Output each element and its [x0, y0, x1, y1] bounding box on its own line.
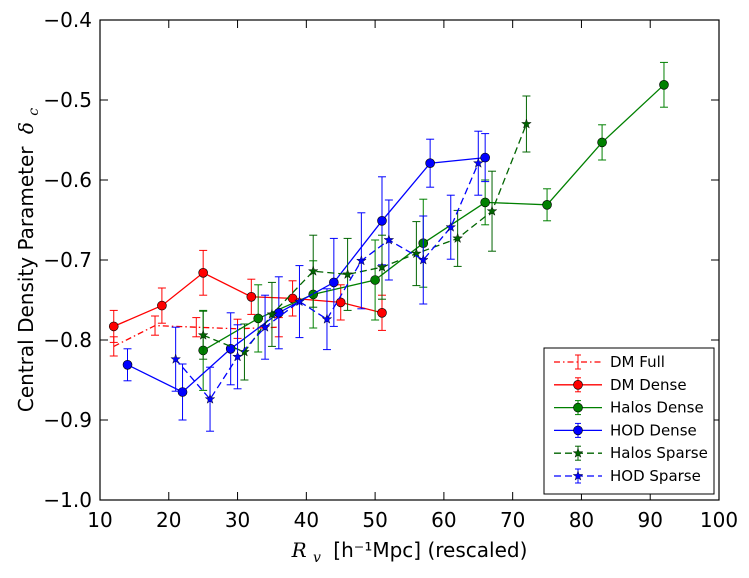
- series-hod-dense: [122, 133, 490, 421]
- x-axis-label-symbol: R: [291, 538, 307, 562]
- x-tick-label: 50: [362, 508, 387, 532]
- x-tick-label: 30: [225, 508, 250, 532]
- y-tick-label: −0.9: [43, 408, 92, 432]
- x-tick-label: 40: [294, 508, 319, 532]
- data-point: [445, 221, 457, 232]
- x-tick-label: 90: [637, 508, 662, 532]
- series-layer: [108, 61, 669, 432]
- legend-box: [543, 347, 715, 495]
- ticks-layer: 10 20 30 40 50 60 70 80 90 100 −1.0 −0.9 −0.8 −0.7 −0.…: [43, 8, 738, 532]
- legend-marker: [573, 402, 583, 413]
- legend-entry-label: HOD Sparse: [610, 467, 701, 485]
- x-tick-label: 70: [500, 508, 525, 532]
- data-point: [259, 321, 271, 332]
- y-axis-label-symbol: δ: [14, 122, 38, 134]
- data-point: [170, 353, 181, 364]
- x-tick-label: 80: [569, 508, 594, 532]
- data-point: [597, 137, 607, 148]
- data-point: [335, 297, 346, 308]
- data-point: [239, 346, 250, 357]
- x-tick-label: 100: [700, 508, 738, 532]
- legend: DM Full DM Dense Halos Dense HOD Dense Halos…: [543, 347, 715, 495]
- legend-entry-label: Halos Sparse: [610, 444, 708, 462]
- y-tick-label: −1.0: [43, 488, 92, 512]
- legend-marker: [573, 379, 583, 390]
- data-point: [266, 308, 278, 319]
- legend-marker: [573, 425, 583, 436]
- data-point: [452, 232, 463, 243]
- data-point: [376, 261, 388, 272]
- series-hod-sparse: [170, 130, 484, 432]
- data-point: [425, 158, 435, 168]
- x-axis-label-subscript: v: [313, 550, 321, 566]
- y-tick-label: −0.6: [43, 168, 92, 192]
- data-point: [232, 351, 243, 362]
- series-dm-dense: [108, 249, 387, 343]
- data-point: [486, 205, 498, 216]
- data-point: [321, 313, 333, 324]
- data-point: [108, 321, 119, 332]
- legend-entry-label: Halos Dense: [610, 399, 704, 417]
- y-tick-label: −0.7: [43, 248, 92, 272]
- data-point: [377, 216, 387, 226]
- data-point: [542, 200, 552, 210]
- data-point: [417, 254, 429, 265]
- y-axis-label-text: Central Density Parameter: [14, 146, 38, 412]
- data-point: [204, 393, 216, 404]
- data-point: [197, 329, 209, 340]
- y-tick-label: −0.5: [43, 88, 92, 112]
- legend-marker: [572, 447, 584, 458]
- series-halos-dense: [198, 61, 669, 391]
- data-point: [383, 234, 395, 245]
- y-axis-label-subscript: c: [26, 108, 42, 116]
- series-line: [127, 156, 486, 393]
- data-point: [370, 275, 380, 285]
- x-tick-label: 20: [156, 508, 181, 532]
- data-point: [480, 197, 490, 208]
- data-point: [246, 291, 257, 302]
- x-axis-label-text: [h⁻¹Mpc] (rescaled): [333, 538, 527, 562]
- x-axis-label: R v [h⁻¹Mpc] (rescaled): [291, 538, 528, 567]
- series-line: [113, 324, 279, 347]
- data-point: [294, 295, 305, 307]
- data-point: [377, 307, 387, 318]
- legend-entry-label: DM Full: [610, 353, 665, 371]
- data-point: [342, 268, 353, 279]
- data-point: [177, 387, 188, 397]
- data-point: [122, 359, 133, 370]
- series-halos-sparse: [197, 95, 532, 381]
- y-tick-label: −0.8: [43, 328, 92, 352]
- data-point: [480, 152, 490, 163]
- data-point: [198, 267, 208, 278]
- legend-marker: [572, 470, 584, 481]
- data-point: [659, 80, 669, 90]
- data-point: [472, 157, 484, 168]
- data-point: [329, 277, 339, 288]
- legend-entry-label: HOD Dense: [610, 421, 697, 439]
- series-line: [175, 162, 479, 401]
- x-tick-label: 10: [87, 508, 112, 532]
- data-point: [307, 265, 319, 276]
- x-tick-label: 60: [431, 508, 456, 532]
- data-point: [521, 118, 532, 129]
- data-point: [157, 300, 167, 311]
- y-tick-label: −0.4: [43, 8, 92, 32]
- data-point: [356, 255, 367, 266]
- series-line: [202, 123, 528, 353]
- y-axis-label: Central Density Parameter δ c: [14, 108, 42, 412]
- legend-entry-label: DM Dense: [610, 376, 687, 394]
- data-point: [253, 313, 263, 324]
